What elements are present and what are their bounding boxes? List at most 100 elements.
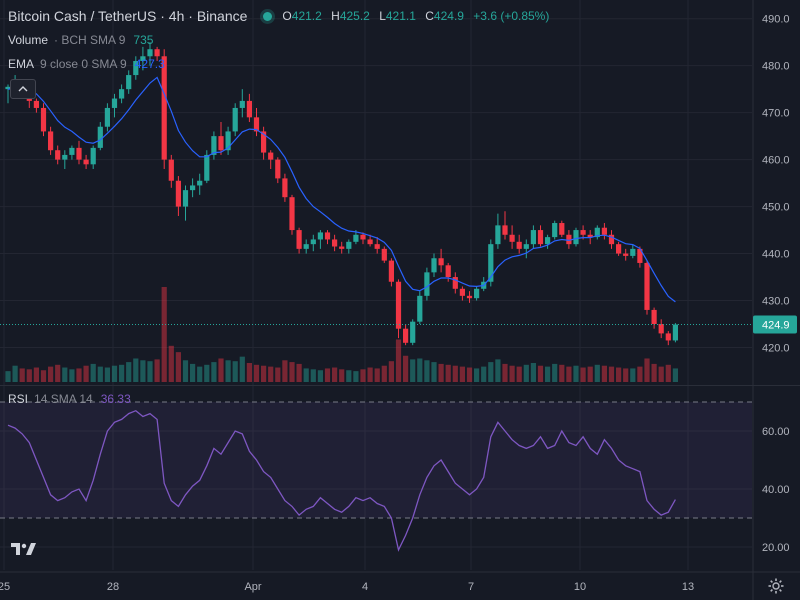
- volume-bar: [296, 363, 302, 382]
- collapse-legend-button[interactable]: [10, 79, 36, 99]
- candle-body: [261, 131, 267, 153]
- candle-body: [644, 262, 650, 310]
- volume-bar: [360, 369, 366, 382]
- candle-body: [630, 248, 636, 256]
- change-value: +3.6 (+0.85%): [473, 9, 550, 23]
- candle-body: [296, 230, 302, 249]
- volume-bar: [33, 367, 39, 382]
- volume-bar: [516, 366, 522, 382]
- candle-body: [474, 288, 480, 299]
- volume-bar: [26, 369, 32, 382]
- ema-legend-name: EMA: [8, 57, 35, 71]
- volume-bar: [133, 358, 139, 382]
- price-tick-label: 430.0: [762, 296, 790, 308]
- last-price-badge: [753, 315, 797, 334]
- price-tick-label: 470.0: [762, 108, 790, 120]
- candle-body: [346, 241, 352, 249]
- rsi-tick-label: 40.00: [762, 484, 790, 496]
- open-key: O: [282, 9, 292, 23]
- volume-bar: [587, 366, 593, 382]
- volume-bar: [324, 368, 331, 382]
- candle-body: [623, 253, 629, 256]
- volume-bar: [530, 363, 536, 382]
- volume-bar: [119, 364, 125, 382]
- candle-body: [466, 295, 473, 299]
- volume-bar: [197, 366, 203, 382]
- ema-legend[interactable]: EMA 9 close 0 SMA 9 427.3: [8, 57, 165, 71]
- rsi-legend[interactable]: RSI 14 SMA 14 36.33: [8, 392, 131, 406]
- candle-body: [651, 309, 657, 325]
- candle-body: [616, 244, 622, 254]
- volume-bar: [275, 367, 281, 382]
- volume-bar: [19, 368, 25, 382]
- candle-body: [573, 230, 579, 245]
- candle-body: [403, 328, 409, 343]
- high-key: H: [331, 9, 340, 23]
- candle-body: [225, 131, 231, 151]
- volume-bar: [644, 358, 650, 382]
- time-tick-label: 25: [0, 581, 10, 593]
- candle-body: [559, 223, 565, 235]
- candle-body: [360, 234, 366, 240]
- volume-bar: [310, 369, 316, 382]
- volume-bar: [126, 362, 132, 382]
- volume-bar: [559, 364, 565, 382]
- volume-bar: [69, 369, 75, 382]
- candle-body: [83, 159, 89, 165]
- tradingview-logo-icon[interactable]: [11, 540, 37, 558]
- volume-bar: [381, 365, 387, 382]
- candle-body: [509, 234, 515, 242]
- candle-body: [353, 234, 359, 242]
- market-status-icon: [263, 11, 273, 21]
- volume-bar: [76, 368, 82, 382]
- candle-body: [275, 159, 281, 179]
- volume-legend[interactable]: Volume · BCH SMA 9 735: [8, 33, 153, 47]
- candle-body: [204, 154, 210, 181]
- volume-bar: [303, 368, 309, 382]
- candle-body: [119, 89, 125, 99]
- volume-bar: [545, 366, 551, 382]
- candle-body: [5, 86, 11, 90]
- time-tick-label: 28: [107, 581, 119, 593]
- candle-body: [516, 241, 522, 249]
- candle-body: [268, 152, 274, 160]
- time-tick-label: 7: [468, 581, 474, 593]
- candle-body: [69, 147, 75, 155]
- open-value: 421.2: [291, 9, 322, 23]
- volume-bar: [594, 364, 600, 382]
- volume-bar: [204, 364, 210, 382]
- volume-bar: [672, 368, 678, 382]
- rsi-band: [0, 402, 752, 518]
- rsi-tick-label: 20.00: [762, 542, 790, 554]
- volume-bar: [261, 365, 267, 382]
- candle-body: [33, 100, 39, 108]
- volume-bar: [190, 363, 196, 382]
- ohlc-values: O421.2 H425.2 L421.1 C424.9 +3.6 (+0.85%…: [282, 9, 549, 23]
- candle-body: [566, 234, 572, 245]
- time-tick-label: 10: [574, 581, 586, 593]
- candle-body: [232, 107, 238, 132]
- candle-body: [246, 100, 252, 118]
- candle-body: [495, 225, 501, 245]
- candle-body: [40, 107, 47, 132]
- candle-body: [431, 258, 437, 273]
- volume-bar: [90, 363, 96, 382]
- close-key: C: [425, 9, 434, 23]
- volume-bar: [481, 366, 487, 382]
- volume-bar: [175, 352, 181, 382]
- volume-bar: [466, 367, 473, 382]
- candle-body: [253, 117, 260, 132]
- low-key: L: [379, 9, 386, 23]
- time-axis: 25 28 Apr 4 7 10 13: [0, 581, 694, 593]
- volume-bar: [395, 339, 402, 382]
- volume-bar: [182, 360, 189, 382]
- candle-body: [97, 126, 103, 148]
- volume-bar: [417, 358, 423, 382]
- volume-bar: [374, 368, 380, 382]
- candle-body: [62, 154, 68, 160]
- gear-icon[interactable]: [767, 577, 785, 595]
- symbol-title[interactable]: Bitcoin Cash / TetherUS · 4h · Binance: [8, 8, 248, 24]
- volume-bar: [651, 363, 657, 382]
- volume-bar: [459, 366, 465, 382]
